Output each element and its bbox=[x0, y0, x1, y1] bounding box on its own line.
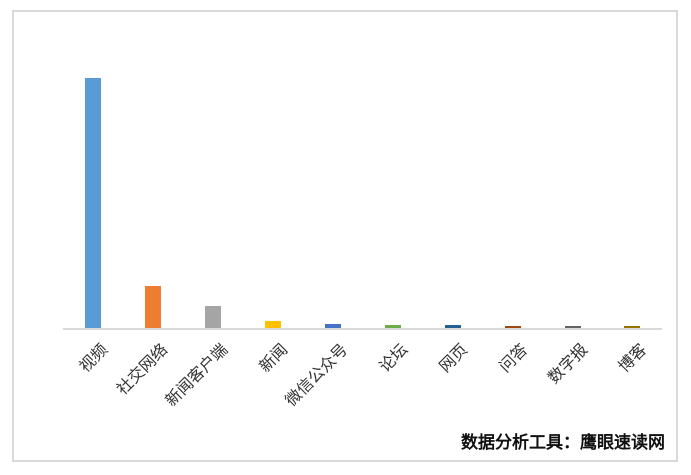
bar-10 bbox=[624, 326, 641, 328]
category-label: 博客 bbox=[616, 341, 651, 376]
caption-data-source: 数据分析工具：鹰眼速读网 bbox=[461, 433, 665, 452]
category-label: 数字报 bbox=[544, 341, 591, 388]
bar-7 bbox=[444, 325, 461, 328]
chart-frame bbox=[12, 10, 678, 462]
category-label: 社交网络 bbox=[113, 341, 172, 399]
bar-8 bbox=[504, 326, 521, 328]
x-axis-line bbox=[63, 328, 662, 330]
category-label: 论坛 bbox=[376, 341, 412, 376]
bar-2 bbox=[144, 286, 161, 328]
bar-4 bbox=[264, 321, 281, 328]
bar-1 bbox=[85, 78, 101, 328]
category-label: 问答 bbox=[496, 341, 531, 376]
bar-5 bbox=[324, 324, 341, 328]
category-label: 网页 bbox=[436, 341, 471, 376]
category-label: 新闻 bbox=[256, 341, 292, 376]
category-label: 新闻客户端 bbox=[162, 341, 232, 410]
category-label: 视频 bbox=[76, 341, 112, 376]
bar-6 bbox=[384, 325, 401, 328]
category-label: 微信公众号 bbox=[282, 341, 352, 410]
bar-9 bbox=[564, 326, 581, 328]
bar-3 bbox=[204, 306, 221, 328]
